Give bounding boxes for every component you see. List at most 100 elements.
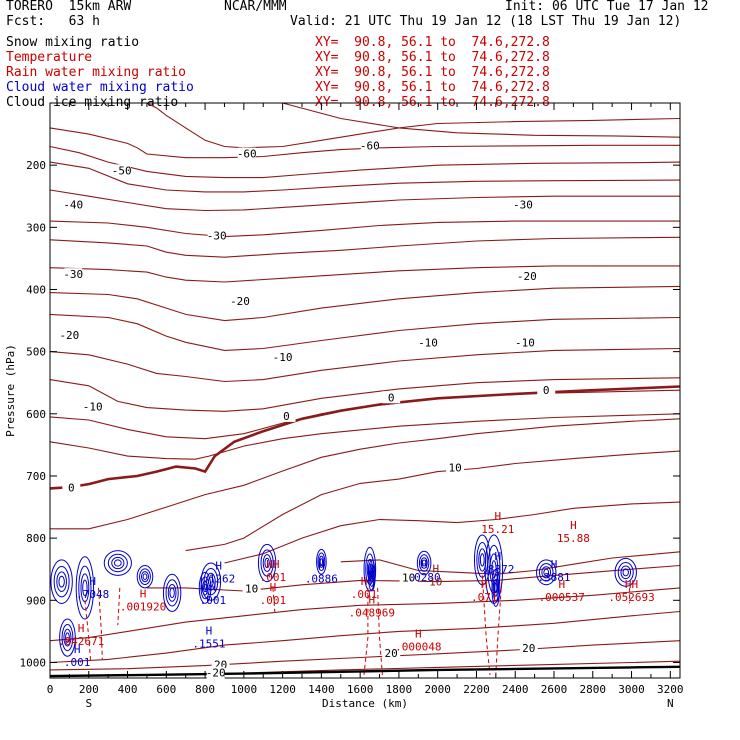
temperature-contour bbox=[224, 501, 681, 564]
temperature-contour-label: 10 bbox=[245, 583, 258, 596]
max-marker: H bbox=[494, 510, 501, 523]
temperature-contour bbox=[49, 145, 681, 179]
contour-label-bg bbox=[273, 350, 292, 363]
max-value-label: .8872 bbox=[481, 563, 514, 576]
temperature-contour bbox=[49, 313, 681, 351]
temperature-contour bbox=[49, 389, 681, 440]
cloud-water-contour bbox=[75, 556, 95, 620]
x-axis-title: Distance (km) bbox=[322, 697, 408, 710]
contour-label-bg bbox=[446, 461, 465, 474]
temperature-contour bbox=[49, 265, 680, 283]
cloud-water-contour bbox=[620, 565, 632, 580]
field-xy-range: XY= 90.8, 56.1 to 74.6,272.8 bbox=[315, 80, 550, 95]
rain-water-contour bbox=[84, 600, 92, 663]
max-value-label: .000537 bbox=[539, 591, 585, 604]
max-value-label: 15.88 bbox=[557, 532, 590, 545]
max-marker: H bbox=[215, 559, 222, 572]
max-marker: H bbox=[361, 575, 368, 588]
contour-label-bg bbox=[515, 336, 534, 349]
x-tick-label: 1200 bbox=[269, 683, 296, 696]
temperature-contour-label: -40 bbox=[63, 199, 83, 212]
max-marker: H bbox=[74, 643, 81, 656]
contour-label-bg bbox=[519, 641, 538, 654]
cloud-water-contour bbox=[82, 579, 88, 597]
x-tick-label: 1000 bbox=[231, 683, 258, 696]
max-marker: H bbox=[270, 581, 277, 594]
max-value-label: .000048 bbox=[395, 641, 441, 654]
max-value-label: .7048 bbox=[76, 588, 109, 601]
temperature-contour-label: -20 bbox=[59, 329, 79, 342]
contour-label-bg bbox=[207, 229, 226, 242]
cloud-water-contour bbox=[494, 582, 498, 594]
cloud-water-contour bbox=[111, 556, 125, 570]
y-axis-title: Pressure (hPa) bbox=[4, 344, 17, 437]
x-tick-label: 600 bbox=[156, 683, 176, 696]
temperature-contour-label: 10 bbox=[449, 462, 462, 475]
field-xy-range: XY= 90.8, 56.1 to 74.6,272.8 bbox=[315, 50, 550, 65]
cloud-water-contour bbox=[264, 557, 270, 569]
contour-label-bg bbox=[360, 139, 379, 152]
cloud-water-contour bbox=[421, 559, 427, 567]
x-tick-label: 200 bbox=[79, 683, 99, 696]
temperature-contour bbox=[282, 102, 681, 138]
contour-label-bg bbox=[230, 294, 249, 307]
max-value-label: .001 bbox=[260, 571, 287, 584]
cloud-water-contour bbox=[492, 574, 500, 602]
field-xy-range: XY= 90.8, 56.1 to 74.6,272.8 bbox=[315, 35, 550, 50]
cloud-water-contour bbox=[370, 571, 374, 580]
init-time: Init: 06 UTC Tue 17 Jan 12 bbox=[505, 0, 709, 14]
temperature-contour-label: 0 bbox=[283, 410, 290, 423]
max-marker: H bbox=[206, 625, 213, 638]
contour-label-bg bbox=[64, 268, 83, 281]
max-marker: H bbox=[551, 558, 558, 571]
cloud-water-contour bbox=[61, 623, 74, 652]
south-label: S bbox=[85, 697, 92, 710]
rain-water-contour bbox=[377, 587, 383, 675]
max-marker: H bbox=[210, 581, 217, 594]
cloud-water-contour bbox=[541, 566, 552, 579]
cloud-water-contour bbox=[205, 572, 216, 591]
max-value-label: .071 bbox=[471, 591, 498, 604]
max-marker: H bbox=[494, 550, 501, 563]
field-xy-range: XY= 90.8, 56.1 to 74.6,272.8 bbox=[315, 65, 550, 80]
model-title: TORERO 15km ARW bbox=[6, 0, 132, 14]
x-tick-label: 2200 bbox=[463, 683, 490, 696]
y-tick-label: 900 bbox=[26, 594, 46, 607]
cloud-water-contour bbox=[200, 562, 222, 601]
max-marker: H bbox=[570, 519, 577, 532]
contour-label-bg bbox=[537, 383, 556, 396]
temperature-contour-label: -60 bbox=[237, 148, 257, 161]
temperature-contour-label: 0 bbox=[543, 384, 550, 397]
temperature-contour bbox=[49, 377, 681, 412]
temperature-contour bbox=[50, 418, 681, 530]
contour-label-bg bbox=[419, 336, 437, 349]
temperature-contour-label: -20 bbox=[517, 270, 537, 283]
max-value-label: .0886 bbox=[305, 572, 338, 585]
temperature-contour-label: 0 bbox=[68, 481, 75, 494]
cloud-water-contour bbox=[198, 571, 212, 604]
contour-label-bg bbox=[112, 164, 131, 177]
cloud-water-contour bbox=[420, 557, 428, 569]
x-tick-label: 400 bbox=[118, 683, 138, 696]
max-value-label: .001 bbox=[64, 656, 91, 669]
x-tick-label: 2400 bbox=[502, 683, 529, 696]
cloud-water-contour bbox=[418, 554, 430, 572]
cloud-water-contour bbox=[65, 632, 70, 643]
cloud-water-contour bbox=[78, 565, 92, 611]
max-value-label: .001 bbox=[351, 588, 378, 601]
temperature-contour-label: -10 bbox=[515, 337, 535, 350]
temperature-contour bbox=[49, 385, 681, 490]
temperature-contour bbox=[49, 220, 680, 238]
y-tick-label: 300 bbox=[26, 221, 46, 234]
cloud-water-contour bbox=[493, 578, 499, 597]
contour-label-bg bbox=[242, 582, 261, 595]
cloud-water-contour bbox=[473, 534, 491, 586]
temperature-contour-label: -30 bbox=[207, 230, 227, 243]
max-value-label: .1262 bbox=[202, 572, 235, 585]
temperature-contour bbox=[49, 161, 681, 193]
temperature-contour bbox=[146, 564, 681, 592]
temperature-contour-label: -60 bbox=[360, 140, 380, 153]
temperature-contour-label: -30 bbox=[513, 199, 533, 212]
cloud-water-contour bbox=[369, 567, 374, 583]
x-tick-label: 1400 bbox=[308, 683, 335, 696]
